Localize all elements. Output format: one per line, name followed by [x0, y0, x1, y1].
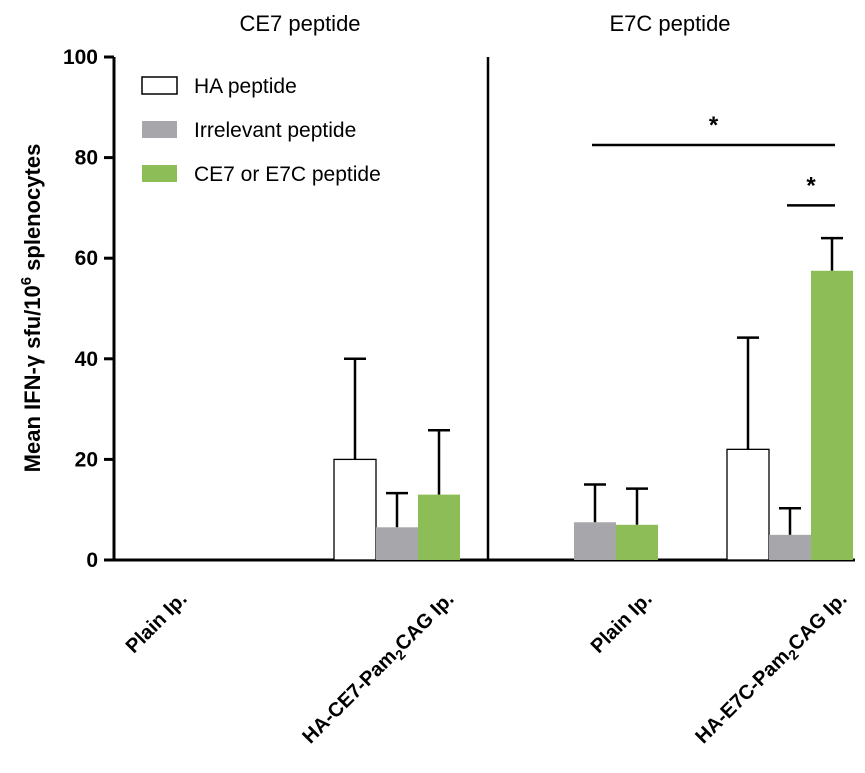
legend-swatch — [142, 165, 177, 182]
legend-label: CE7 or E7C peptide — [194, 163, 381, 186]
bar — [333, 458, 377, 561]
legend-swatch — [142, 121, 177, 138]
bar — [418, 494, 460, 560]
y-tick-label: 40 — [75, 348, 98, 371]
bar — [769, 534, 811, 560]
y-tick-label: 100 — [63, 46, 98, 69]
x-category-label: Plain Ip. — [587, 588, 657, 658]
y-tick-label: 0 — [86, 549, 98, 572]
panel-title: E7C peptide — [609, 11, 730, 36]
bar — [376, 527, 418, 560]
bar — [616, 524, 658, 560]
x-category-label: HA-CE7-Pam2CAG Ip. — [298, 588, 460, 750]
bar — [726, 448, 770, 561]
significance-star: * — [709, 112, 719, 139]
panel-title: CE7 peptide — [239, 11, 360, 36]
legend-swatch — [141, 76, 178, 95]
bar — [811, 270, 853, 560]
y-tick-label: 80 — [75, 147, 98, 170]
significance-star: * — [806, 172, 816, 199]
y-tick-label: 20 — [75, 448, 98, 471]
y-tick-label: 60 — [75, 247, 98, 270]
bar — [574, 522, 616, 560]
legend-label: HA peptide — [194, 75, 297, 98]
legend-label: Irrelevant peptide — [194, 119, 356, 142]
x-category-label: HA-E7C-Pam2CAG Ip. — [691, 588, 853, 750]
x-category-label: Plain Ip. — [122, 588, 192, 658]
y-axis-label: Mean IFN-γ sfu/106 splenocytes — [18, 144, 45, 473]
